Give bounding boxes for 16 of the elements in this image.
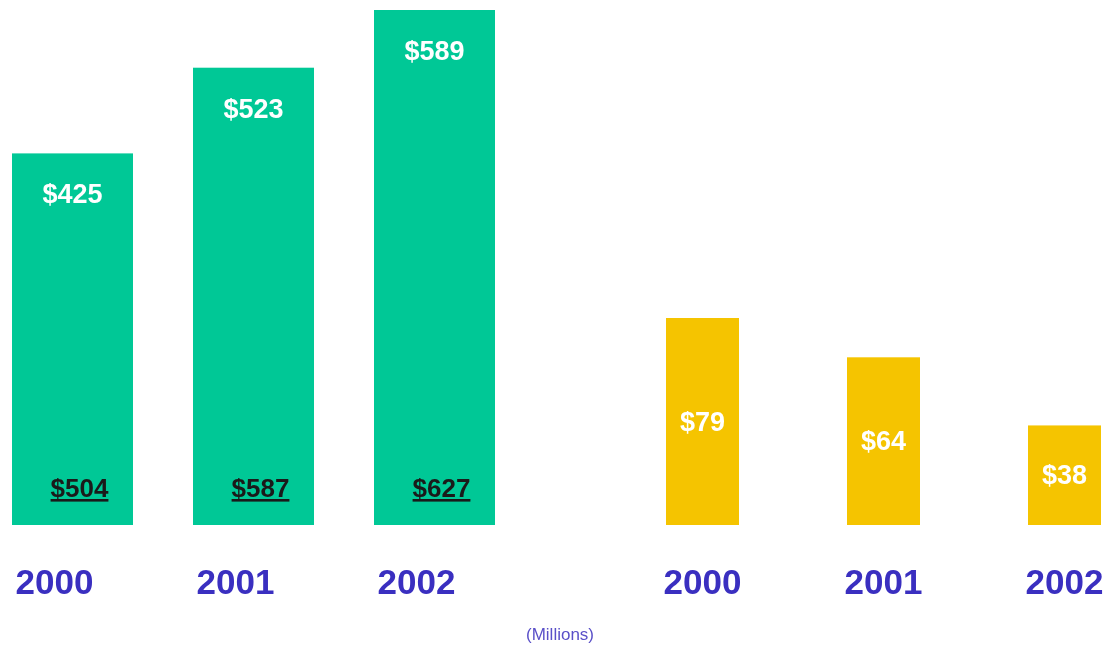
annotation: $504 (50, 473, 109, 503)
text: (Millions) (526, 625, 594, 644)
annotation: $627 (412, 473, 471, 503)
x-tick-label: 2001 (196, 562, 275, 601)
x-tick-label: 2002 (377, 562, 456, 601)
data-label: $38 (1041, 460, 1088, 491)
data-label: $425 (42, 179, 103, 210)
data-label: $64 (860, 426, 907, 457)
data-label: $523 (223, 93, 284, 124)
x-tick-label: 2002 (1025, 562, 1104, 601)
data-label: $589 (404, 36, 465, 66)
x-tick-label: 2001 (844, 562, 923, 601)
x-tick-label: 2000 (15, 562, 94, 601)
x-tick-label: 2000 (663, 562, 742, 601)
data-label: $79 (679, 406, 726, 437)
annotation: $587 (231, 473, 290, 503)
